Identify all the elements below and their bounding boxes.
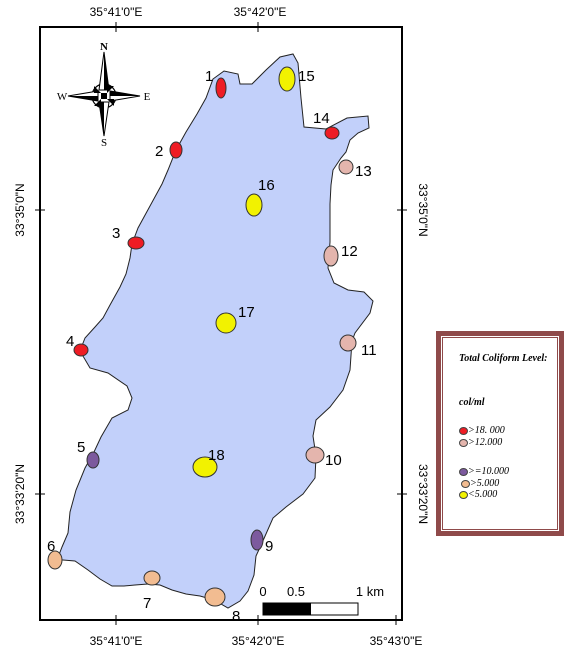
site-marker: 3 — [112, 225, 145, 250]
svg-text:5: 5 — [77, 439, 85, 456]
legend-entry-label: >12.000 — [468, 437, 503, 448]
coord-left-1: 33°35'0"N — [13, 183, 27, 236]
lake-shape — [56, 53, 374, 609]
svg-text:13: 13 — [355, 163, 372, 180]
site-marker: 17 — [215, 304, 255, 334]
legend-swatch — [459, 468, 468, 476]
site-marker: 9 — [250, 529, 273, 555]
site-marker: 2 — [155, 141, 183, 160]
svg-text:10: 10 — [325, 452, 342, 469]
compass-south-label: S — [101, 137, 107, 149]
legend-title: Total Coliform Level: — [459, 353, 548, 364]
site-marker: 5 — [77, 439, 100, 469]
legend-swatch — [459, 491, 468, 499]
site-marker: 12 — [323, 243, 358, 267]
legend-entry-label: >5.000 — [470, 478, 500, 489]
legend-entry-label: >18. 000 — [468, 425, 505, 436]
site-marker: 13 — [338, 159, 372, 180]
svg-text:8: 8 — [232, 608, 240, 625]
svg-text:15: 15 — [298, 68, 315, 85]
site-marker: 15 — [278, 66, 315, 92]
site-marker: 4 — [66, 333, 89, 357]
site-marker: 6 — [47, 538, 63, 570]
site-marker: 10 — [305, 446, 342, 469]
compass-icon — [67, 51, 141, 137]
scale-label-1: 1 km — [356, 584, 384, 599]
compass-east-label: E — [144, 91, 151, 103]
svg-text:4: 4 — [66, 333, 74, 350]
compass-west-label: W — [57, 91, 68, 103]
legend-entry-label: >=10.000 — [468, 466, 509, 477]
coord-bottom-3: 35°43'0"E — [370, 634, 423, 648]
coord-right-1: 33°35'0"N — [416, 183, 430, 236]
site-marker: 18 — [192, 447, 225, 478]
site-marker: 7 — [143, 570, 161, 612]
svg-text:11: 11 — [361, 342, 377, 359]
svg-text:9: 9 — [265, 538, 273, 555]
svg-text:14: 14 — [313, 110, 330, 127]
coord-left-2: 33°33'20"N — [13, 464, 27, 524]
coord-bottom-1: 35°41'0"E — [90, 634, 143, 648]
coord-bottom-2: 35°42'0"E — [232, 634, 285, 648]
svg-text:7: 7 — [143, 595, 151, 612]
legend-swatch — [461, 480, 470, 488]
compass-rose: N S W E — [57, 41, 151, 149]
svg-text:12: 12 — [341, 243, 358, 260]
svg-text:3: 3 — [112, 225, 120, 242]
scale-label-0: 0 — [259, 584, 266, 599]
coord-top-2: 35°42'0"E — [234, 5, 287, 19]
scale-label-half: 0.5 — [287, 584, 305, 599]
coord-right-2: 33°33'20"N — [416, 464, 430, 524]
site-marker: 14 — [313, 110, 340, 140]
svg-text:2: 2 — [155, 143, 163, 160]
compass-north-label: N — [100, 41, 108, 53]
legend-swatch — [459, 439, 468, 447]
scale-bar: 0 0.5 1 km — [259, 584, 384, 616]
site-marker: 11 — [339, 334, 377, 359]
svg-text:6: 6 — [47, 538, 55, 555]
legend-box: Total Coliform Level: col/ml >18. 000 >1… — [436, 331, 564, 536]
svg-text:17: 17 — [238, 304, 255, 321]
site-marker: 1 — [205, 68, 227, 99]
legend-unit: col/ml — [459, 397, 485, 408]
svg-text:1: 1 — [205, 68, 213, 85]
coordinate-ticks — [35, 22, 407, 625]
site-marker: 8 — [204, 587, 240, 625]
svg-text:16: 16 — [258, 177, 275, 194]
site-marker: 16 — [245, 177, 275, 217]
legend-entry-label: <5.000 — [468, 489, 498, 500]
svg-text:18: 18 — [208, 447, 225, 464]
coord-top-1: 35°41'0"E — [90, 5, 143, 19]
legend-swatch — [459, 427, 468, 435]
